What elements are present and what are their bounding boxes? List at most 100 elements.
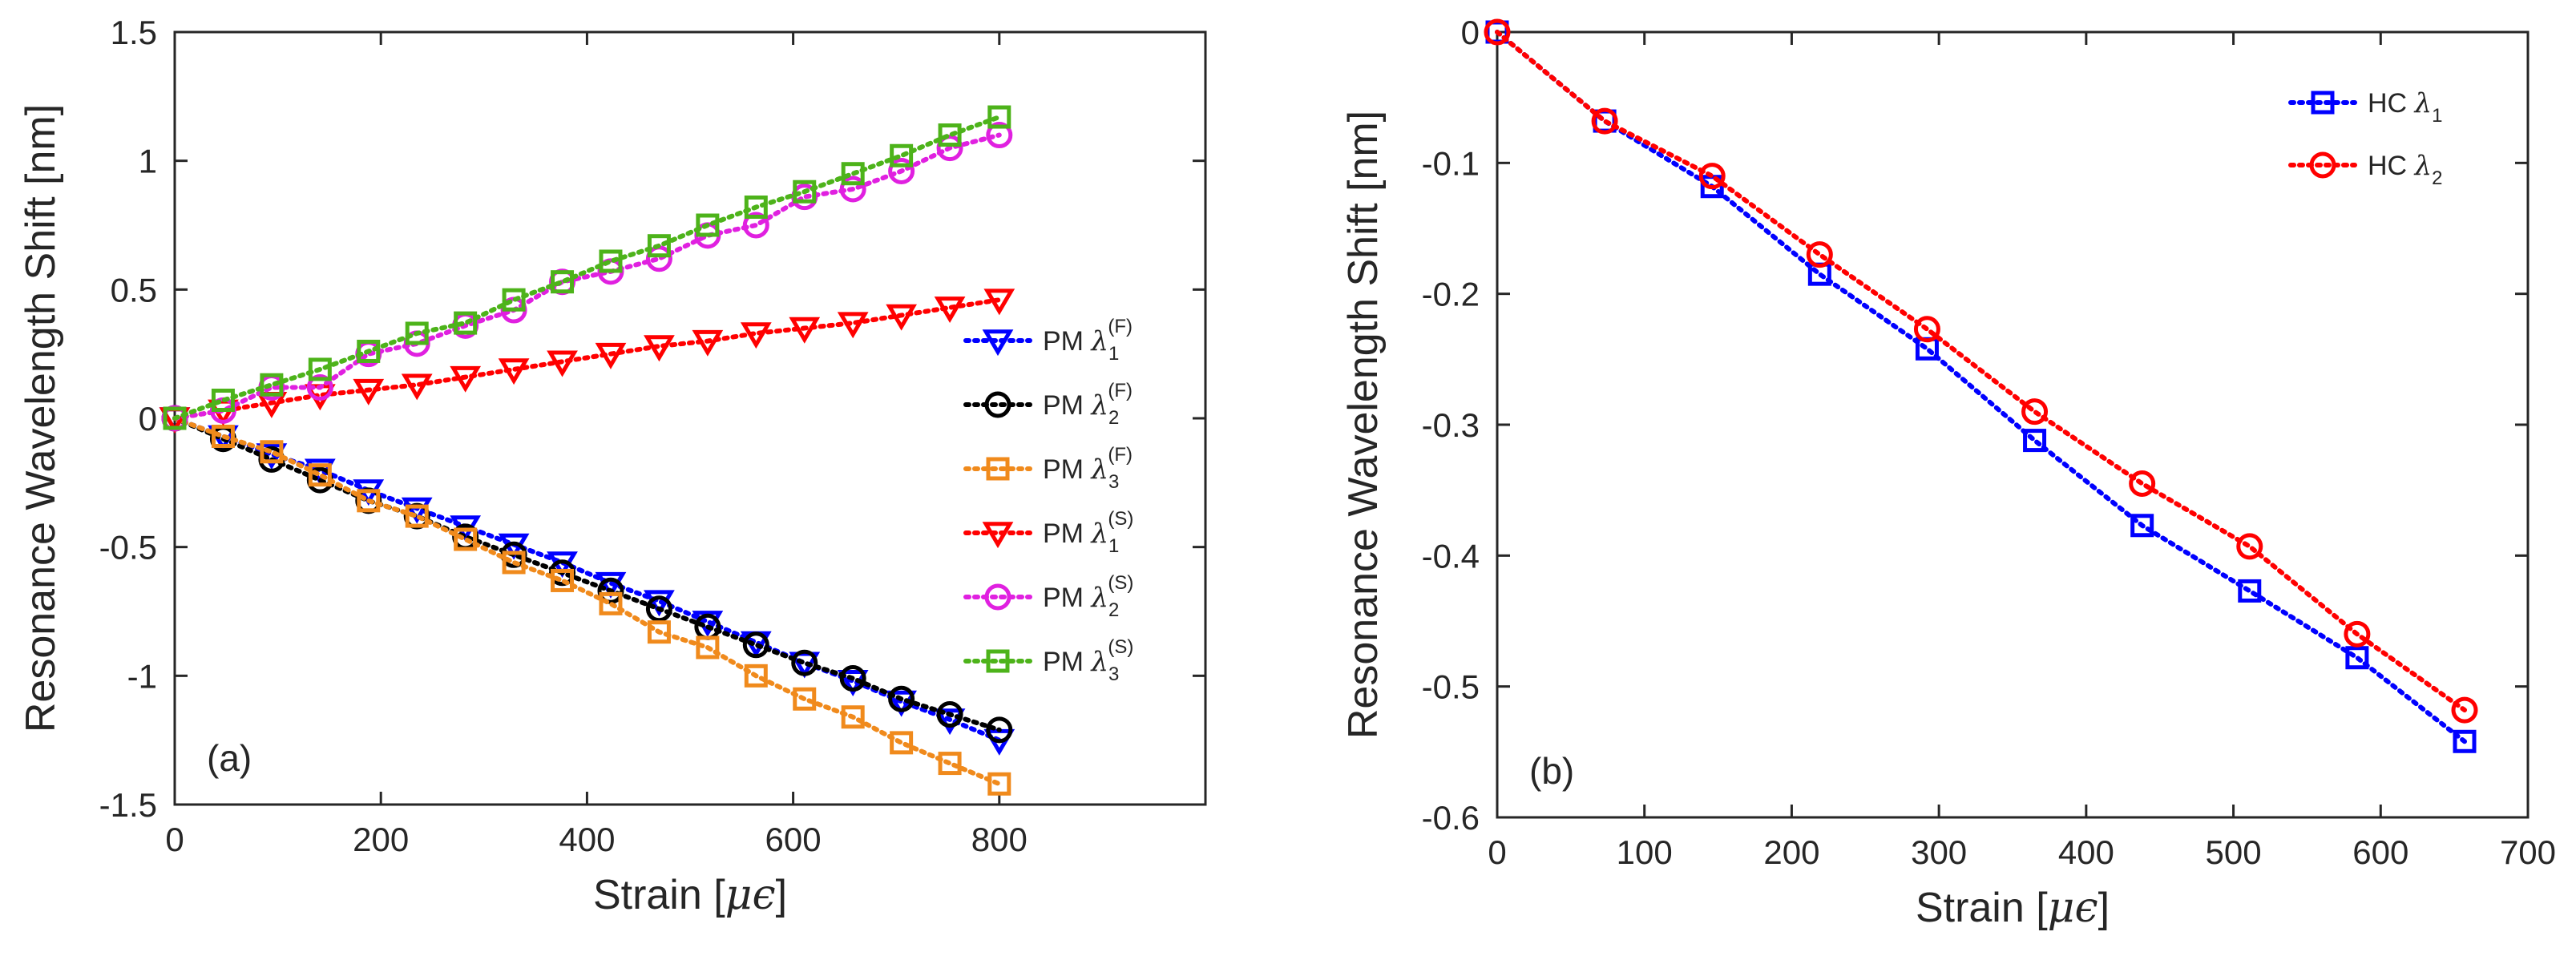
data-point-series-1 [2023,429,2047,453]
data-point-series-2 [791,649,818,676]
data-point-series-3 [744,664,768,688]
y-tick-label: 1 [139,143,157,180]
data-point-series-4 [886,304,918,331]
data-point-series-3 [454,527,478,551]
legend-entry: PM λ1 (F) [1043,316,1133,365]
data-point-series-2 [1591,107,1618,135]
data-point-series-2 [645,595,672,623]
data-point-series-6 [405,321,429,345]
data-point-series-2 [597,577,624,604]
x-tick-label: 0 [1488,833,1506,871]
data-point-series-6 [502,288,526,312]
y-axis-label: Resonance Wavelength Shift [nm] [1340,111,1387,739]
data-point-series-1 [2345,646,2369,670]
legend-entry-lambda: λ [2413,150,2433,182]
x-axis-label: Strain [μϵ] [593,871,787,919]
legend-entry-superscript: (S) [1108,636,1133,658]
legend-entry: HC λ1 [2368,87,2442,127]
x-tick-label: 600 [2352,833,2408,871]
data-point-series-4 [547,350,578,377]
legend-entry-prefix: PM [1043,390,1091,421]
data-point-series-5 [888,158,915,185]
legend-entry-lambda: λ [1089,646,1108,678]
legend-entry-subscript: 3 [1108,664,1119,685]
x-tick-label: 800 [971,821,1028,858]
legend-marker [984,391,1011,418]
x-axis-label: Strain [μϵ] [1916,884,2110,932]
legend-entry-subscript: 1 [1108,343,1119,365]
y-tick-label: 0.5 [111,271,157,309]
data-point-series-4 [692,329,724,357]
data-point-series-3 [260,440,284,464]
data-point-series-6 [938,123,962,147]
x-tick-label: 600 [765,821,822,858]
x-tick-label: 200 [353,821,409,858]
legend-entry-prefix: PM [1043,518,1091,549]
data-point-series-4 [498,358,530,385]
legend-entry-prefix: PM [1043,454,1091,485]
data-point-series-6 [647,234,671,258]
legend-entry-superscript: (S) [1108,508,1133,530]
data-point-series-2 [986,716,1013,744]
legend-marker [984,583,1011,611]
y-tick-label: -0.6 [1422,799,1480,837]
x-tick-label: 400 [2058,833,2114,871]
data-point-series-2 [2129,470,2156,497]
legend-entry-superscript: (F) [1108,444,1133,466]
data-point-series-6 [308,357,332,381]
panel-label: (b) [1529,750,1574,792]
chart-panel-a: 0 200 400 600 800 -1.5 -1 -0.5 0 0.5 1 1.5 Strain [μ… [18,14,1207,919]
data-point-series-1 [2130,514,2154,538]
legend-marker [986,649,1010,673]
y-tick-label: -0.4 [1422,537,1480,575]
x-tick-label: 300 [1911,833,1967,871]
x-tick-label: 0 [165,821,184,858]
y-tick-label: -1 [127,657,157,695]
data-point-series-6 [793,179,817,204]
data-point-series-6 [696,213,720,237]
data-point-series-4 [837,312,869,339]
x-axis-label-close: ] [2098,885,2110,931]
legend-marker [982,329,1014,357]
y-tick-label: -1.5 [99,786,157,824]
data-point-series-2 [888,685,915,712]
data-point-series-3 [938,752,962,776]
data-point-series-1 [2453,729,2477,753]
x-axis-label-close: ] [776,872,787,918]
legend-entry-prefix: HC [2368,88,2415,119]
series-line-4 [172,297,1002,421]
legend-entry-lambda: λ [1089,389,1108,422]
y-tick-label: 1.5 [111,14,157,51]
x-axis-label-text: Strain [ [1916,885,2048,931]
data-point-series-2 [2021,398,2049,426]
series-line-6 [172,115,1002,421]
data-point-series-6 [841,162,865,186]
data-point-series-6 [551,270,575,294]
legend-entry-subscript: 1 [2432,105,2442,127]
data-point-series-1 [644,590,675,617]
legend-marker [986,457,1010,481]
data-point-series-4 [644,335,675,362]
data-point-series-3 [841,705,865,729]
data-point-series-2 [839,665,866,692]
legend-entry-subscript: 2 [1108,599,1119,621]
data-point-series-6 [744,196,768,220]
x-tick-label: 100 [1617,833,1673,871]
legend-entry: PM λ2 (F) [1043,380,1133,429]
data-point-series-3 [647,620,671,644]
data-point-series-5 [306,373,333,401]
data-point-series-3 [211,424,235,448]
legend-entry-subscript: 3 [1108,471,1119,493]
data-point-series-4 [789,317,821,344]
legend-entry-prefix: PM [1043,326,1091,357]
data-point-series-5 [936,135,963,162]
chart-panel-b: 0 100 200 300 400 500 600 700 -0.6 -0.5 -0.4 -0.3 -0… [1340,14,2556,932]
y-tick-label: -0.2 [1422,276,1480,313]
legend-entry: PM λ2 (S) [1043,572,1133,621]
legend-entry-lambda: λ [1089,518,1108,550]
data-point-series-4 [983,288,1015,316]
data-point-series-5 [742,212,769,239]
data-point-series-2 [1484,18,1511,46]
legend-entry-lambda: λ [1089,325,1108,357]
